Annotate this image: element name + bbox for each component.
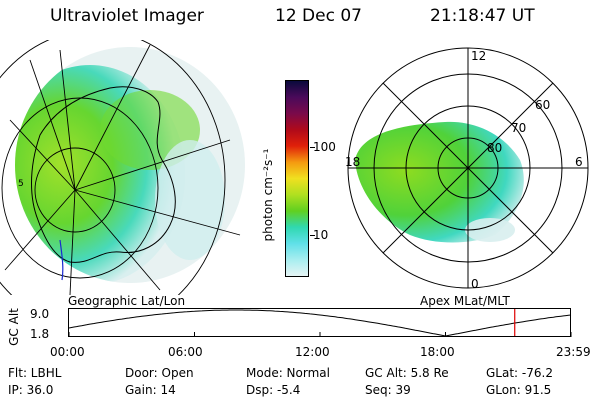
date-label: 12 Dec 07 xyxy=(275,6,362,26)
continent-outline xyxy=(31,86,176,263)
gc-alt-readout: GC Alt: 5.8 Re xyxy=(365,366,449,380)
time-tick-1200: 12:00 xyxy=(295,345,330,359)
time-tick-0600: 06:00 xyxy=(168,345,203,359)
time-tick-2359: 23:59 xyxy=(556,345,591,359)
glon-readout: GLon: 91.5 xyxy=(486,383,552,397)
altitude-ytick-min: 1.8 xyxy=(30,327,50,341)
mlt-label-6: 6 xyxy=(575,155,583,169)
seq-readout: Seq: 39 xyxy=(365,383,411,397)
magnetic-map-label: Apex MLat/MLT xyxy=(420,294,510,308)
glat-readout: GLat: -76.2 xyxy=(486,366,553,380)
colorbar-tick-10: 10 xyxy=(313,228,329,242)
filter-readout: Flt: LBHL xyxy=(8,366,62,380)
mlt-label-18: 18 xyxy=(345,155,360,169)
geographic-graticule xyxy=(0,40,241,295)
altitude-curve xyxy=(68,309,572,337)
geographic-map-label: Geographic Lat/Lon xyxy=(68,294,186,308)
ip-readout: IP: 36.0 xyxy=(8,383,54,397)
colorbar-unit-label: photon cm⁻²s⁻¹ xyxy=(261,148,275,242)
auroral-oval xyxy=(355,121,524,243)
mlat-label-80: 80 xyxy=(487,141,502,155)
mode-readout: Mode: Normal xyxy=(246,366,330,380)
instrument-title: Ultraviolet Imager xyxy=(50,6,204,26)
altitude-ytick-max: 9.0 xyxy=(30,307,50,321)
time-tick-1800: 18:00 xyxy=(420,345,455,359)
altitude-plot xyxy=(68,308,572,337)
door-readout: Door: Open xyxy=(125,366,194,380)
altitude-ylabel: GC Alt xyxy=(7,308,21,346)
magnetic-polar-map: 12 0 18 6 60 70 80 xyxy=(345,47,589,291)
colorbar-tick-100: 100 xyxy=(313,140,336,154)
geographic-map: 5 xyxy=(0,40,245,295)
map-edge-marker: 5 xyxy=(18,179,24,189)
time-tick-0000: 00:00 xyxy=(50,345,85,359)
dsp-readout: Dsp: -5.4 xyxy=(246,383,301,397)
mlt-label-12: 12 xyxy=(471,49,486,63)
mlt-meridians xyxy=(348,48,588,288)
time-label: 21:18:47 UT xyxy=(430,6,535,26)
gain-readout: Gain: 14 xyxy=(125,383,176,397)
color-scale-bar xyxy=(285,80,309,277)
mlt-label-0: 0 xyxy=(471,277,479,291)
mlat-label-70: 70 xyxy=(511,121,526,135)
mlat-label-60: 60 xyxy=(535,98,550,112)
